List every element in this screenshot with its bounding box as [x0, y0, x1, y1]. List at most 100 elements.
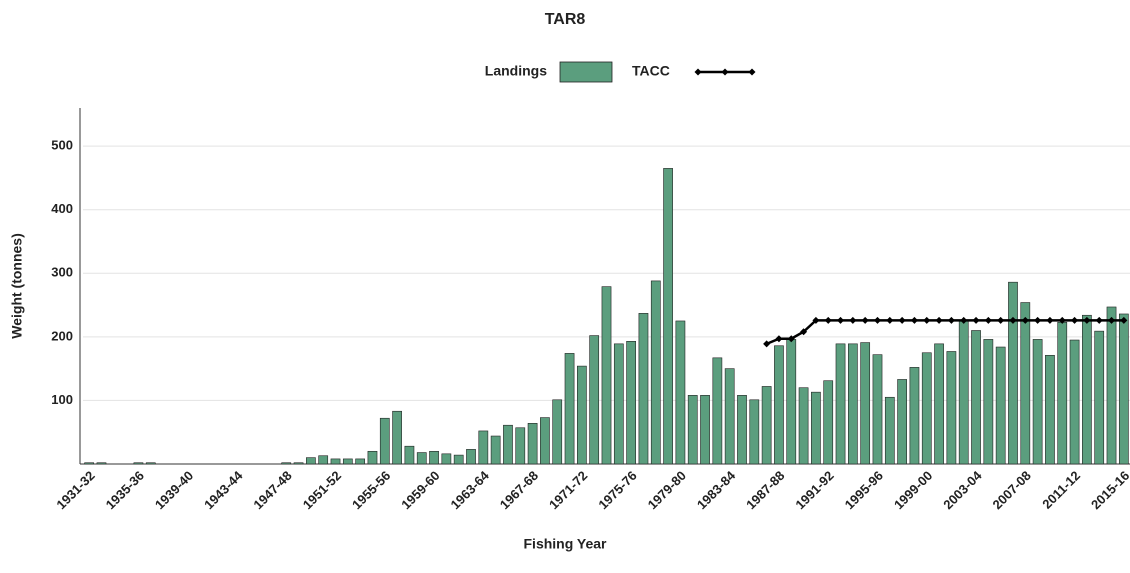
bar: [515, 427, 526, 465]
line-marker: [960, 316, 968, 324]
bar: [909, 367, 920, 465]
line-marker: [997, 316, 1005, 324]
line-marker: [787, 335, 795, 343]
bar: [811, 391, 821, 465]
bar: [1008, 281, 1018, 465]
bar: [934, 343, 944, 465]
legend-swatch: [694, 68, 702, 76]
bar: [453, 454, 464, 465]
line-marker: [849, 316, 857, 324]
legend-swatch: [559, 61, 613, 83]
bar: [650, 280, 661, 465]
x-tick-label: 1947-48: [250, 468, 294, 512]
x-tick-label: 1955-56: [349, 468, 393, 512]
bar: [601, 286, 612, 465]
bar: [330, 458, 341, 465]
bar: [613, 343, 624, 465]
y-tick-label: 400: [51, 201, 73, 216]
bar: [1020, 302, 1031, 465]
bar: [737, 395, 747, 465]
legend-swatch: [748, 68, 756, 76]
bar: [1069, 339, 1080, 465]
line-marker: [812, 316, 820, 324]
bar: [946, 351, 957, 465]
bar: [342, 458, 353, 465]
bar: [429, 450, 439, 465]
x-tick-label: 2015-16: [1088, 468, 1130, 512]
line-marker: [837, 316, 845, 324]
bar: [379, 417, 390, 465]
x-tick-label: 1987-88: [743, 468, 787, 512]
line-marker: [910, 316, 918, 324]
line-marker: [1046, 316, 1054, 324]
bar: [441, 453, 452, 465]
bar: [281, 462, 292, 465]
line-marker: [947, 316, 955, 324]
bar: [638, 313, 649, 465]
bar: [96, 462, 107, 465]
line-marker: [886, 316, 894, 324]
x-tick-label: 1971-72: [546, 468, 590, 512]
y-tick-label: 300: [51, 265, 73, 280]
bar: [416, 452, 427, 465]
bar: [798, 387, 809, 465]
bar: [1082, 314, 1092, 465]
line-marker: [972, 316, 980, 324]
x-tick-label: 1967-68: [497, 468, 541, 512]
bar: [355, 458, 366, 465]
bar: [958, 320, 969, 465]
bar: [921, 352, 932, 465]
line-marker: [763, 340, 771, 348]
x-tick-label: 1963-64: [448, 467, 493, 512]
x-tick-label: 1979-80: [645, 468, 689, 512]
bar: [133, 462, 144, 465]
bar: [823, 380, 834, 465]
y-tick-label: 200: [51, 328, 73, 343]
bar: [847, 343, 858, 465]
y-axis-label: Weight (tonnes): [9, 233, 25, 339]
bar: [404, 445, 415, 465]
line-marker: [1034, 316, 1042, 324]
x-tick-label: 2003-04: [940, 467, 985, 512]
line-marker: [1095, 316, 1103, 324]
line-marker: [775, 335, 783, 343]
line-marker: [861, 316, 869, 324]
line-marker: [1120, 316, 1128, 324]
line-marker: [923, 316, 931, 324]
bar: [145, 462, 156, 465]
bar: [995, 346, 1006, 465]
x-axis-label: Fishing Year: [524, 536, 608, 552]
line-marker: [800, 328, 808, 336]
line-marker: [824, 316, 832, 324]
bar: [1094, 330, 1105, 465]
bar: [478, 430, 489, 465]
x-tick-label: 1951-52: [300, 468, 344, 512]
bar: [700, 395, 710, 465]
bar: [872, 354, 883, 465]
line-marker: [898, 316, 906, 324]
bar: [724, 368, 735, 465]
bar: [318, 455, 329, 465]
x-tick-label: 1935-36: [103, 468, 147, 512]
x-tick-label: 1931-32: [53, 468, 97, 512]
bar: [712, 357, 723, 465]
line-marker: [1058, 316, 1066, 324]
bar: [663, 168, 673, 465]
bar: [761, 386, 772, 465]
bar: [552, 399, 563, 465]
bar: [540, 417, 550, 465]
bar: [971, 330, 981, 465]
bar: [1032, 339, 1043, 465]
x-tick-label: 1983-84: [694, 467, 739, 512]
bar: [749, 399, 760, 465]
x-tick-label: 2007-08: [990, 468, 1034, 512]
line-marker: [873, 316, 881, 324]
bar: [577, 365, 587, 465]
bar: [835, 343, 846, 465]
bar: [1118, 313, 1129, 465]
line-marker: [1021, 316, 1029, 324]
legend-label: TACC: [632, 63, 670, 79]
x-tick-label: 1959-60: [398, 468, 442, 512]
bar: [626, 341, 636, 465]
